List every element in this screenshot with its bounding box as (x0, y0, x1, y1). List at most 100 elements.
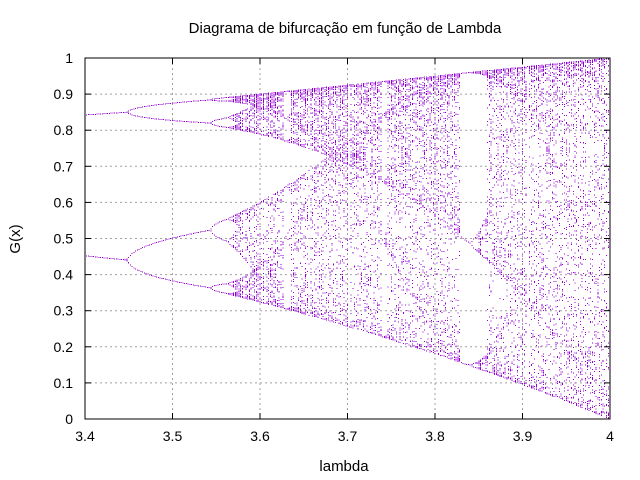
data-point (333, 180, 334, 182)
data-point (331, 151, 333, 152)
data-point (335, 93, 336, 95)
data-point (317, 118, 319, 120)
data-point (392, 186, 394, 187)
data-point (380, 205, 382, 206)
data-point (354, 86, 355, 87)
data-point (326, 135, 327, 136)
data-point (315, 188, 317, 189)
data-point (347, 119, 348, 120)
data-point (373, 102, 375, 104)
data-point (233, 247, 234, 248)
data-point (385, 114, 387, 115)
data-point (319, 172, 320, 174)
data-point (275, 111, 276, 112)
data-point (380, 106, 382, 108)
data-point (310, 272, 312, 273)
data-point (366, 291, 368, 292)
data-point (240, 290, 241, 292)
data-point (301, 209, 303, 210)
data-point (219, 221, 220, 223)
data-point (387, 265, 389, 266)
data-point (254, 300, 255, 301)
data-point (259, 259, 261, 261)
data-point (165, 239, 166, 241)
data-point (363, 289, 364, 291)
data-point (282, 95, 284, 97)
data-point (307, 92, 308, 93)
data-point (326, 139, 327, 140)
data-point (229, 219, 231, 221)
data-point (296, 92, 298, 93)
data-point (280, 139, 282, 140)
data-point (399, 138, 401, 139)
data-point (331, 288, 333, 289)
data-point (231, 245, 233, 247)
data-point (249, 283, 250, 285)
data-point (238, 116, 240, 117)
data-point (321, 116, 322, 118)
data-point (289, 114, 290, 116)
data-point (200, 100, 201, 101)
data-point (338, 153, 340, 155)
data-point (392, 80, 394, 81)
data-point (215, 119, 217, 121)
data-point (345, 87, 347, 88)
data-point (357, 153, 359, 155)
data-point (270, 271, 271, 273)
data-point (350, 164, 352, 166)
data-point (384, 337, 385, 338)
data-point (364, 91, 366, 93)
data-point (389, 337, 390, 338)
data-point (370, 277, 371, 278)
data-point (277, 232, 278, 234)
data-point (347, 90, 348, 91)
data-point (130, 113, 131, 115)
data-point (214, 124, 215, 126)
data-point (256, 104, 257, 105)
data-point (240, 213, 241, 215)
data-point (359, 162, 361, 163)
data-point (364, 220, 366, 222)
data-point (252, 207, 254, 209)
data-point (335, 117, 336, 118)
data-point (238, 231, 240, 233)
data-point (338, 206, 340, 208)
data-point (270, 274, 271, 276)
data-point (307, 228, 308, 230)
data-point (277, 240, 278, 242)
data-point (310, 248, 312, 250)
data-point (249, 280, 250, 281)
data-point (236, 292, 238, 294)
data-point (389, 299, 390, 300)
data-point (296, 248, 298, 249)
data-point (329, 169, 331, 171)
data-point (364, 103, 366, 105)
data-point (315, 138, 317, 140)
data-point (277, 138, 278, 139)
data-point (321, 237, 322, 238)
data-point (371, 332, 373, 333)
data-point (224, 117, 226, 119)
data-point (338, 190, 340, 191)
data-point (377, 215, 378, 217)
data-point (282, 191, 284, 192)
data-point (396, 305, 397, 306)
data-point (326, 87, 327, 89)
data-point (280, 100, 282, 102)
data-point (328, 126, 329, 128)
data-point (270, 228, 271, 229)
data-point (366, 317, 368, 318)
data-point (250, 94, 252, 96)
data-point (280, 303, 282, 305)
data-point (354, 200, 355, 201)
data-point (361, 142, 362, 144)
data-point (301, 101, 303, 102)
data-point (317, 227, 319, 229)
data-point (378, 276, 380, 278)
data-point (240, 254, 241, 255)
data-point (254, 246, 255, 247)
data-point (377, 196, 378, 198)
data-point (363, 325, 364, 327)
data-point (336, 249, 338, 251)
data-point (315, 315, 317, 317)
